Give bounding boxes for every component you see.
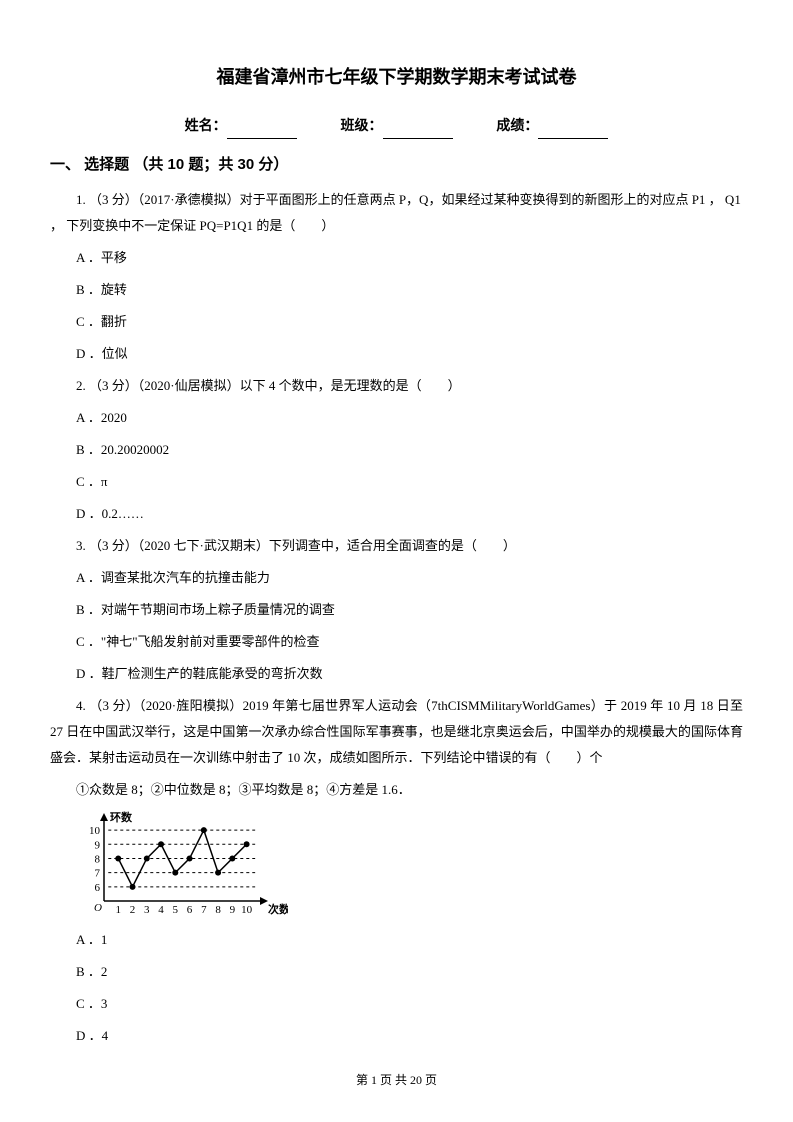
svg-text:9: 9: [95, 840, 101, 852]
q1-option-d: D ．位似: [50, 341, 743, 367]
svg-text:7: 7: [201, 904, 207, 916]
q4-option-b: B ．2: [50, 959, 743, 985]
exam-title: 福建省漳州市七年级下学期数学期末考试试卷: [50, 60, 743, 94]
q2-option-a: A ．2020: [50, 405, 743, 431]
q2-stem: 2. （3 分）（2020·仙居模拟）以下 4 个数中，是无理数的是（ ）: [50, 373, 743, 399]
line-chart-svg: 67891012345678910O环数次数: [78, 809, 288, 919]
name-blank[interactable]: [227, 123, 297, 139]
svg-text:次数: 次数: [268, 902, 288, 916]
q4-chart: 67891012345678910O环数次数: [78, 809, 743, 919]
svg-text:6: 6: [187, 904, 193, 916]
svg-text:2: 2: [130, 904, 136, 916]
student-info-row: 姓名： 班级： 成绩：: [50, 112, 743, 139]
q3-option-a: A ．调查某批次汽车的抗撞击能力: [50, 565, 743, 591]
class-label: 班级：: [341, 117, 383, 133]
svg-text:1: 1: [116, 904, 122, 916]
q4-option-a: A ．1: [50, 927, 743, 953]
q1-option-c: C ．翻折: [50, 309, 743, 335]
q4-option-c: C ．3: [50, 991, 743, 1017]
section-1-header: 一、 选择题 （共 10 题；共 30 分）: [50, 151, 743, 180]
score-blank[interactable]: [538, 123, 608, 139]
svg-text:5: 5: [173, 904, 179, 916]
class-blank[interactable]: [383, 123, 453, 139]
svg-text:O: O: [94, 902, 102, 914]
svg-text:7: 7: [95, 868, 101, 880]
svg-text:6: 6: [95, 882, 101, 894]
svg-text:环数: 环数: [110, 810, 133, 824]
q1-option-b: B ．旋转: [50, 277, 743, 303]
q2-option-c: C ．π: [50, 469, 743, 495]
q3-option-b: B ．对端午节期间市场上粽子质量情况的调查: [50, 597, 743, 623]
q3-option-d: D ．鞋厂检测生产的鞋底能承受的弯折次数: [50, 661, 743, 687]
name-label: 姓名：: [185, 117, 227, 133]
q4-stem: 4. （3 分）（2020·旌阳模拟）2019 年第七届世界军人运动会（7thC…: [50, 693, 743, 771]
svg-text:10: 10: [89, 825, 101, 837]
q2-option-b: B ．20.20020002: [50, 437, 743, 463]
q4-option-d: D ．4: [50, 1023, 743, 1049]
score-label: 成绩：: [496, 117, 538, 133]
q1-option-a: A ．平移: [50, 245, 743, 271]
svg-text:9: 9: [230, 904, 236, 916]
svg-text:3: 3: [144, 904, 150, 916]
q4-sub: ①众数是 8；②中位数是 8；③平均数是 8；④方差是 1.6．: [50, 777, 743, 803]
svg-text:8: 8: [215, 904, 221, 916]
q2-option-d: D ．0.2……: [50, 501, 743, 527]
svg-text:8: 8: [95, 854, 101, 866]
q3-option-c: C ．"神七"飞船发射前对重要零部件的检查: [50, 629, 743, 655]
page-footer: 第 1 页 共 20 页: [0, 1069, 793, 1092]
svg-text:10: 10: [241, 904, 253, 916]
q1-stem: 1. （3 分）（2017·承德模拟）对于平面图形上的任意两点 P，Q，如果经过…: [50, 187, 743, 239]
svg-text:4: 4: [158, 904, 164, 916]
q3-stem: 3. （3 分）（2020 七下·武汉期末）下列调查中，适合用全面调查的是（ ）: [50, 533, 743, 559]
